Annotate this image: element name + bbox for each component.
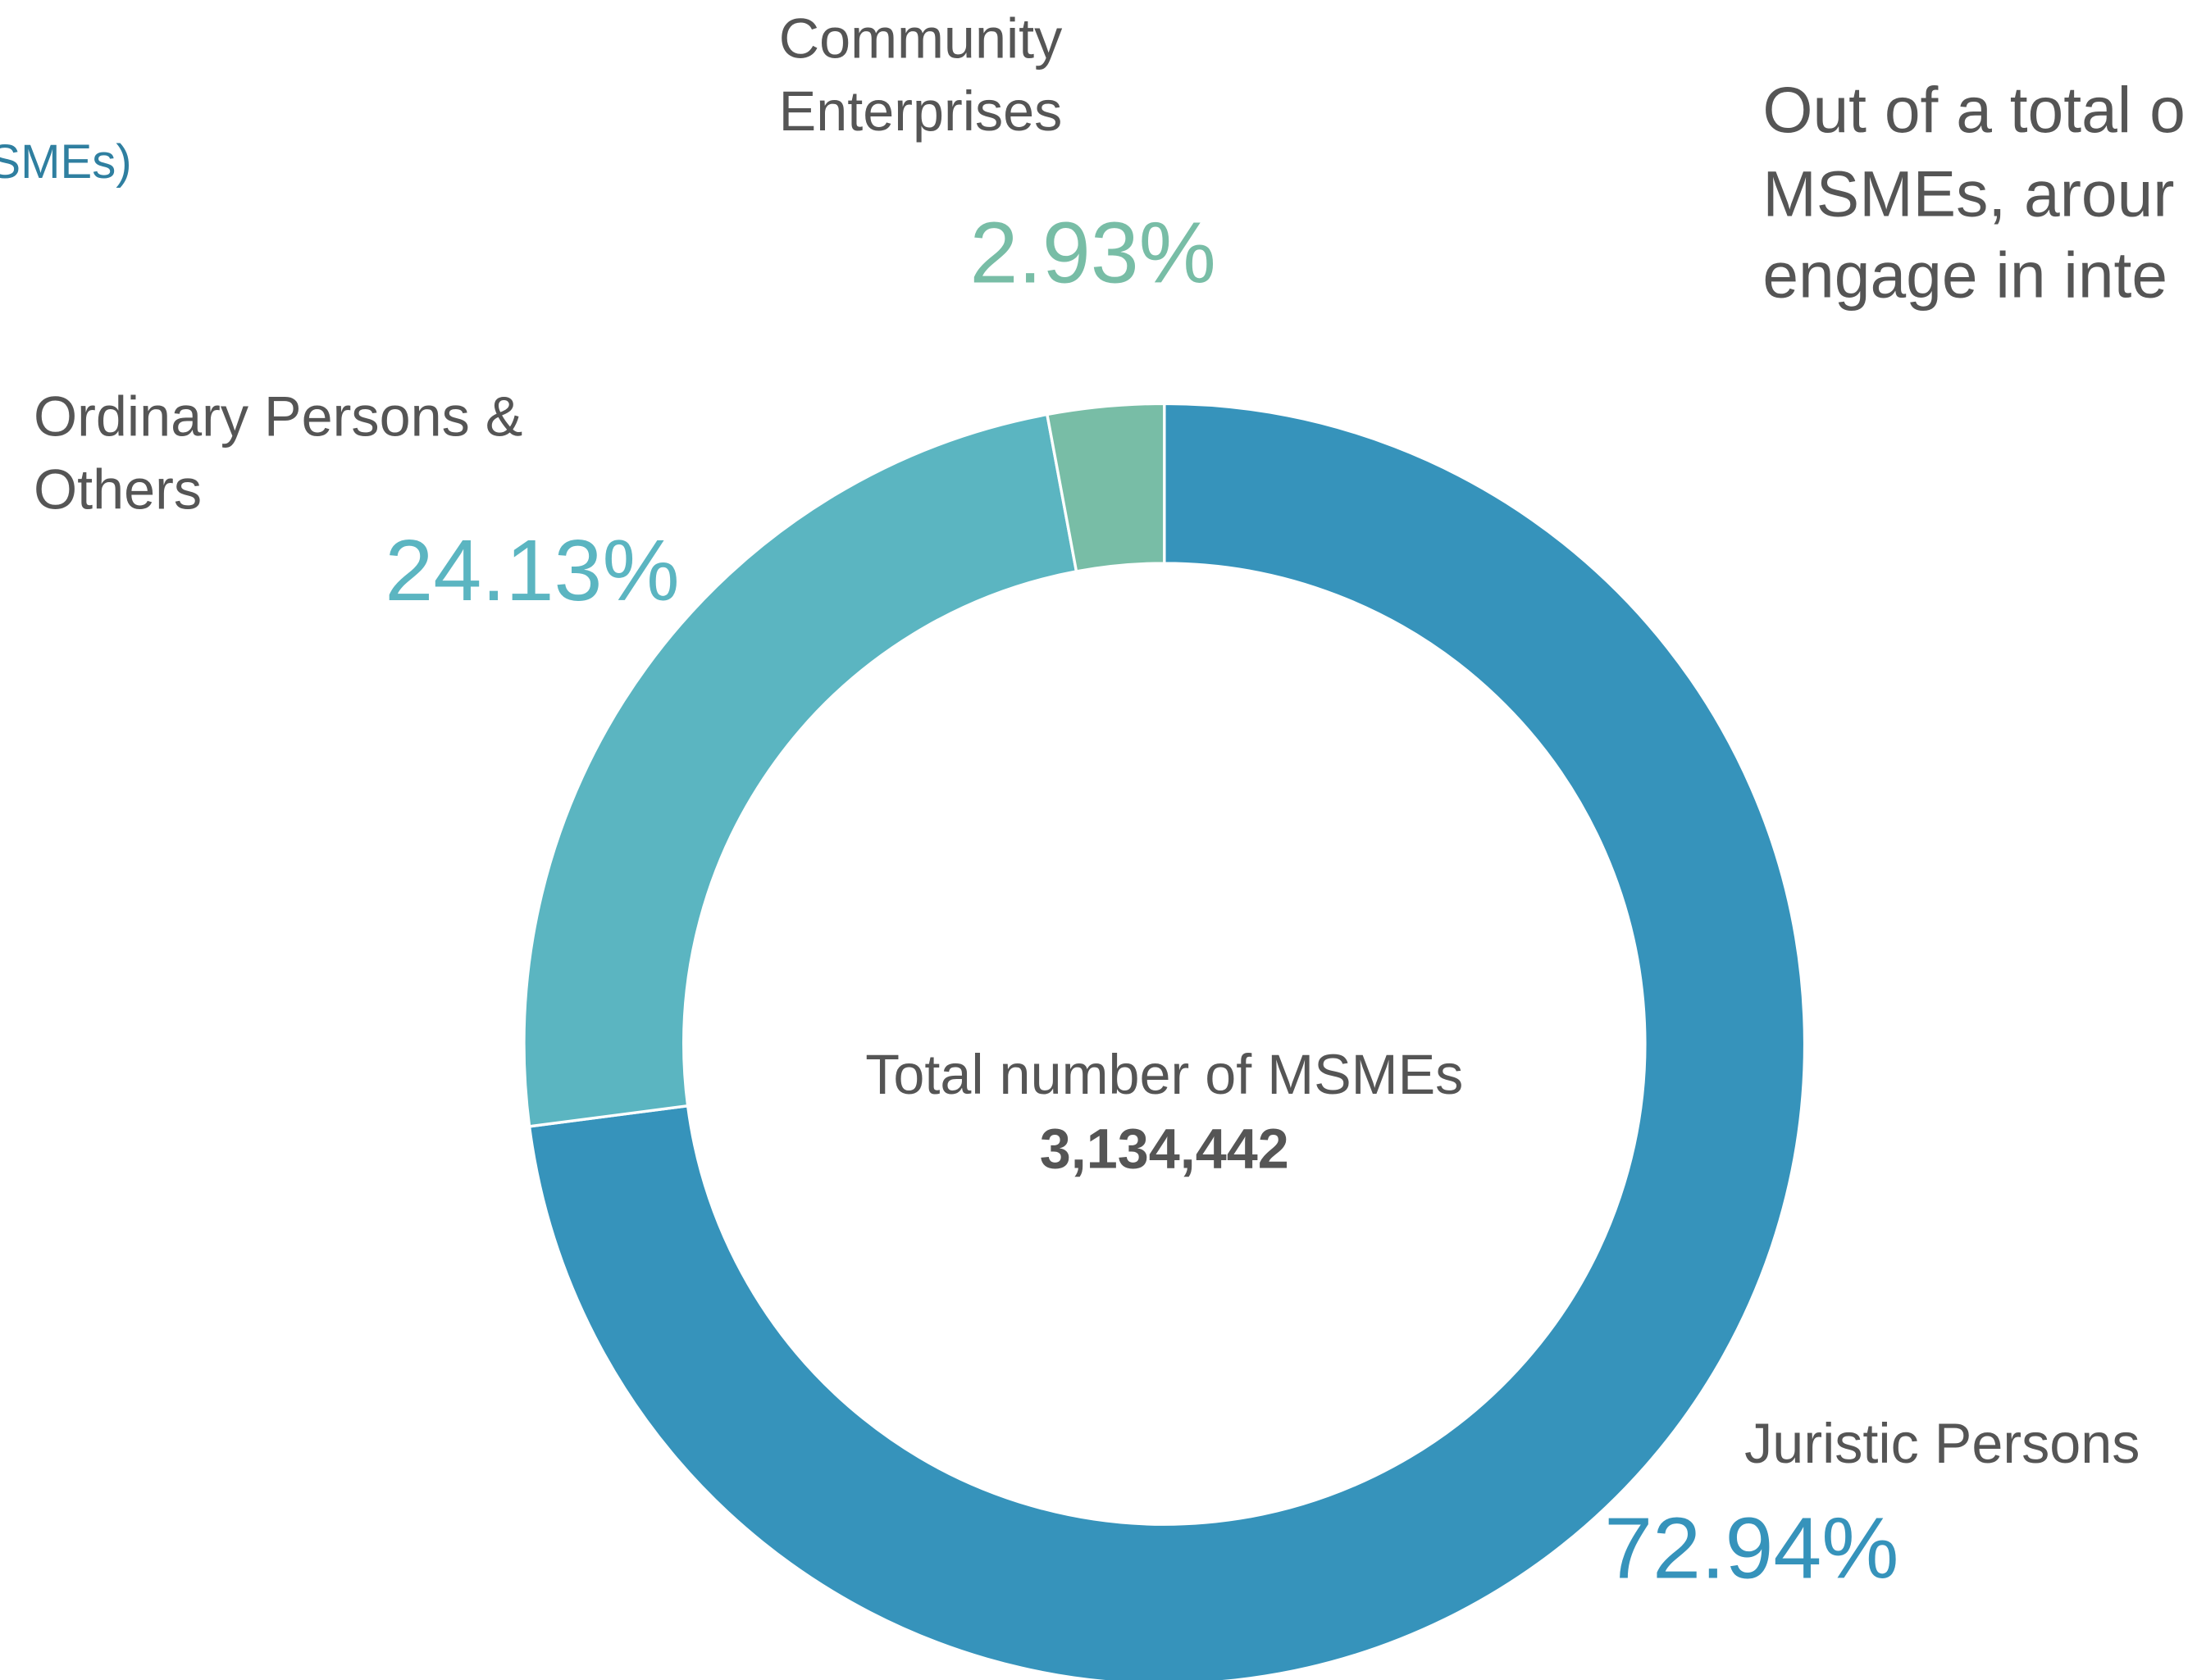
category-label-box: Juristic Persons (1744, 1414, 2140, 1476)
center-label: Total number of MSMEs (865, 1044, 1463, 1106)
donut-slice (1045, 402, 1166, 573)
category-label-box: Ordinary Persons & Others (34, 386, 523, 521)
category-label: Juristic Persons (1744, 1414, 2140, 1476)
value-label: 72.94% (1604, 1500, 1898, 1597)
side-text: engage in inte (1762, 239, 2167, 312)
value-label: 24.13% (385, 522, 679, 619)
category-label: Ordinary Persons & Others (34, 386, 523, 521)
category-label-box: Community Enterprises (778, 8, 1063, 143)
donut-slice (527, 402, 1807, 1680)
donut-slice (522, 412, 1078, 1128)
side-text: Out of a total o (1762, 74, 2185, 146)
value-label: 2.93% (970, 204, 1216, 301)
category-label: Community Enterprises (778, 8, 1063, 143)
annotation: SMEs) (0, 135, 132, 189)
center-value: 3,134,442 (1040, 1118, 1289, 1180)
side-text: MSMEs, arour (1762, 158, 2174, 230)
